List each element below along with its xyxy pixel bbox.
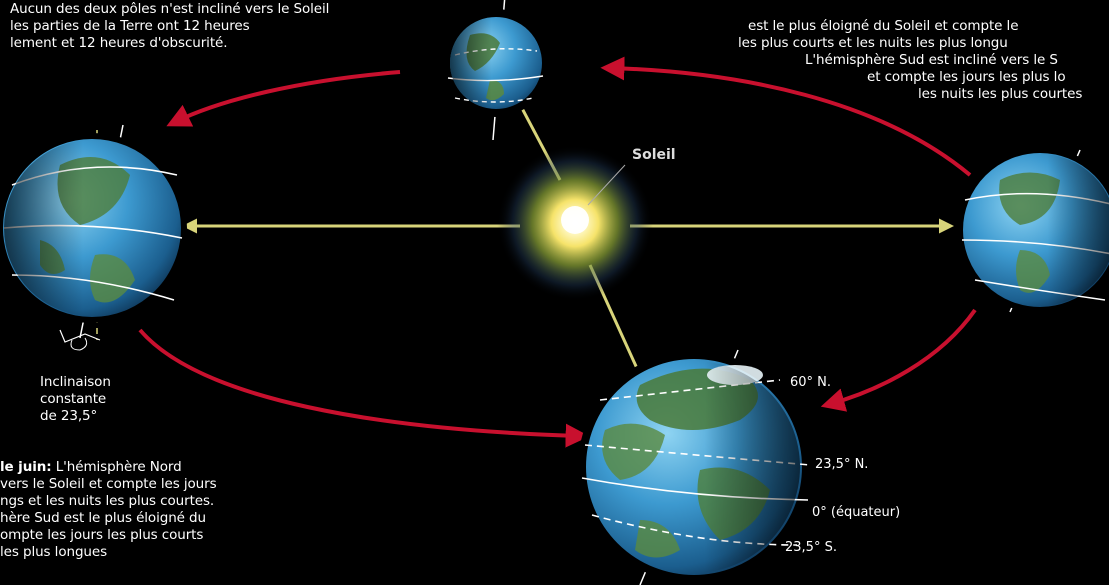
- tilt-label-line2: constante: [40, 391, 107, 407]
- tilt-label-line1: Inclinaison: [40, 374, 111, 390]
- latitude-label-23n: 23,5° N.: [815, 457, 869, 472]
- bottom-left-text-line4: hère Sud est le plus éloigné du: [0, 510, 206, 526]
- top-right-text-line2: les plus courts et les nuits les plus lo…: [738, 35, 1008, 51]
- earth-right: [957, 147, 1109, 313]
- bottom-left-text-line2: vers le Soleil et compte les jours: [0, 476, 217, 492]
- bottom-left-text-line3: ngs et les nuits les plus courtes.: [0, 493, 215, 509]
- earth-bottom: [578, 349, 811, 585]
- earth-top: [442, 0, 550, 141]
- sun-label-leader: [587, 164, 626, 206]
- orbit-arc-bottom-left: [138, 328, 590, 448]
- top-left-text-line1: Aucun des deux pôles n'est incliné vers …: [10, 1, 330, 17]
- bottom-left-text-line6: les plus longues: [0, 544, 108, 560]
- tilt-label-line3: de 23,5°: [40, 408, 98, 424]
- bottom-left-text-line1-rest: L'hémisphère Nord: [51, 459, 182, 475]
- bottom-left-text-bold: le juin:: [0, 459, 52, 475]
- orbit-arc-bottom-right: [820, 308, 977, 412]
- top-left-text-line2: les parties de la Terre ont 12 heures: [10, 18, 250, 34]
- bottom-left-text-line5: ompte les jours les plus courts: [0, 527, 204, 543]
- latitude-label-60n: 60° N.: [790, 375, 832, 390]
- top-right-text-line1: est le plus éloigné du Soleil et compte …: [748, 18, 1019, 34]
- top-right-text-line4: et compte les jours les plus lo: [867, 69, 1066, 85]
- top-right-text-line5: les nuits les plus courtes: [918, 86, 1083, 102]
- earth-left: [0, 124, 187, 351]
- latitude-label-equator: 0° (équateur): [812, 505, 901, 520]
- orbit-arc-top-right: [600, 56, 972, 177]
- top-right-text-line3: L'hémisphère Sud est incliné vers le S: [805, 52, 1058, 68]
- latitude-label-23s: 23,5° S.: [785, 540, 837, 555]
- orbit-arc-top-left: [166, 70, 401, 127]
- bottom-left-text-line1: le juin: L'hémisphère Nord: [0, 460, 182, 475]
- sun-label: Soleil: [632, 147, 676, 163]
- sun-core: [561, 206, 589, 234]
- top-left-text-line3: lement et 12 heures d'obscurité.: [10, 35, 228, 51]
